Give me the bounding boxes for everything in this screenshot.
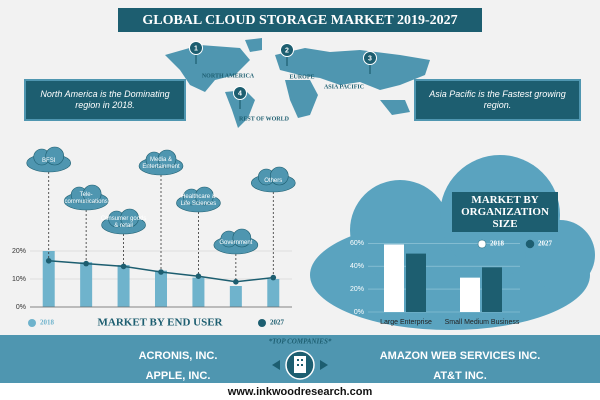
info-box [24, 79, 186, 121]
title-bar [118, 8, 482, 32]
y-tick-label: 60% [350, 240, 364, 247]
company: APPLE, INC. [146, 370, 211, 382]
line-point [233, 279, 239, 285]
category-cloud [26, 146, 72, 173]
cloud-part [195, 186, 214, 206]
info-text: North America is the Dominating region i… [40, 89, 170, 110]
companies-heading: *TOP COMPANIES* [269, 338, 332, 346]
line-point [195, 273, 202, 280]
bar [80, 262, 93, 307]
region-label: NORTH AMERICA [202, 73, 255, 79]
marker-number: 4 [238, 90, 242, 97]
marker-number: 1 [194, 45, 198, 52]
region-label: ASIA PACIFIC [324, 84, 364, 90]
legend-label: 2027 [270, 319, 285, 327]
y-tick-label: 20% [12, 248, 26, 255]
category-label: Others [264, 177, 283, 184]
legend-label: 2018 [40, 319, 55, 327]
y-tick-label: 40% [350, 263, 364, 270]
y-tick-label: 10% [12, 276, 26, 283]
category-label: BFSI [42, 157, 56, 164]
category-cloud [63, 184, 109, 211]
bar [155, 270, 167, 307]
company: AT&T INC. [433, 370, 487, 382]
category-label: Government [219, 239, 253, 246]
info-box [414, 79, 581, 121]
category-label: Media & Entertainment [142, 157, 180, 170]
cloud-part [269, 166, 289, 186]
info-text: Asia Pacific is the Fastest growing regi… [429, 89, 566, 110]
website: www.inkwoodresearch.com [227, 386, 373, 398]
title-box [452, 192, 558, 232]
x-tick-label: Large Enterprise [380, 319, 432, 326]
bar [267, 279, 280, 307]
marker-number: 3 [368, 55, 372, 62]
marker-pin [233, 86, 247, 100]
cloud-part [157, 149, 177, 169]
x-tick-label: Small Medium Business [445, 319, 520, 326]
company: ACRONIS, INC. [139, 350, 218, 362]
cloud-part [232, 228, 252, 248]
category-cloud [101, 208, 146, 235]
bar [384, 244, 404, 312]
marker-pin [363, 51, 377, 65]
category-cloud [213, 228, 259, 255]
line-point [158, 269, 164, 275]
category-cloud [250, 166, 296, 193]
cloud-part [45, 146, 65, 166]
marker-number: 2 [285, 47, 289, 54]
company: AMAZON WEB SERVICES INC. [380, 350, 541, 362]
category-cloud [138, 149, 184, 176]
legend-label: 2018 [490, 240, 505, 248]
marker-pin [280, 43, 294, 57]
y-tick-label: 0% [354, 309, 364, 316]
category-cloud [176, 186, 221, 213]
line-point [270, 274, 277, 281]
title: GLOBAL CLOUD STORAGE MARKET 2019-2027 [142, 13, 457, 28]
y-tick-label: 20% [350, 286, 364, 293]
line-point [45, 258, 52, 264]
legend-swatch [525, 239, 535, 249]
bar [117, 265, 130, 307]
bar [42, 251, 55, 307]
category-label: Consumer goods & retail [100, 216, 147, 229]
line-point [120, 263, 127, 270]
chart-title: MARKET BY ORGANIZATION SIZE [461, 194, 549, 230]
world-map [165, 38, 430, 128]
legend-swatch [258, 319, 266, 327]
bar [406, 253, 426, 312]
bar [229, 286, 242, 307]
footer-band [0, 383, 600, 400]
region-label: REST OF WORLD [239, 116, 290, 122]
legend-swatch [28, 319, 36, 327]
bar [460, 277, 480, 312]
bar [482, 267, 502, 312]
marker-pin [189, 41, 203, 55]
legend-label: 2027 [538, 240, 553, 248]
category-label: Healthcare & Life Sciences [180, 194, 217, 207]
legend-swatch [477, 239, 487, 249]
cloud-part [82, 184, 102, 204]
category-label: Tele-communications [64, 192, 108, 205]
bar [192, 277, 205, 307]
chart-title: MARKET BY END USER [98, 317, 224, 329]
region-label: EUROPE [289, 74, 314, 80]
y-tick-label: 0% [16, 304, 26, 311]
line-point [83, 260, 89, 267]
cloud-part [120, 208, 139, 228]
building-icon [272, 350, 328, 380]
